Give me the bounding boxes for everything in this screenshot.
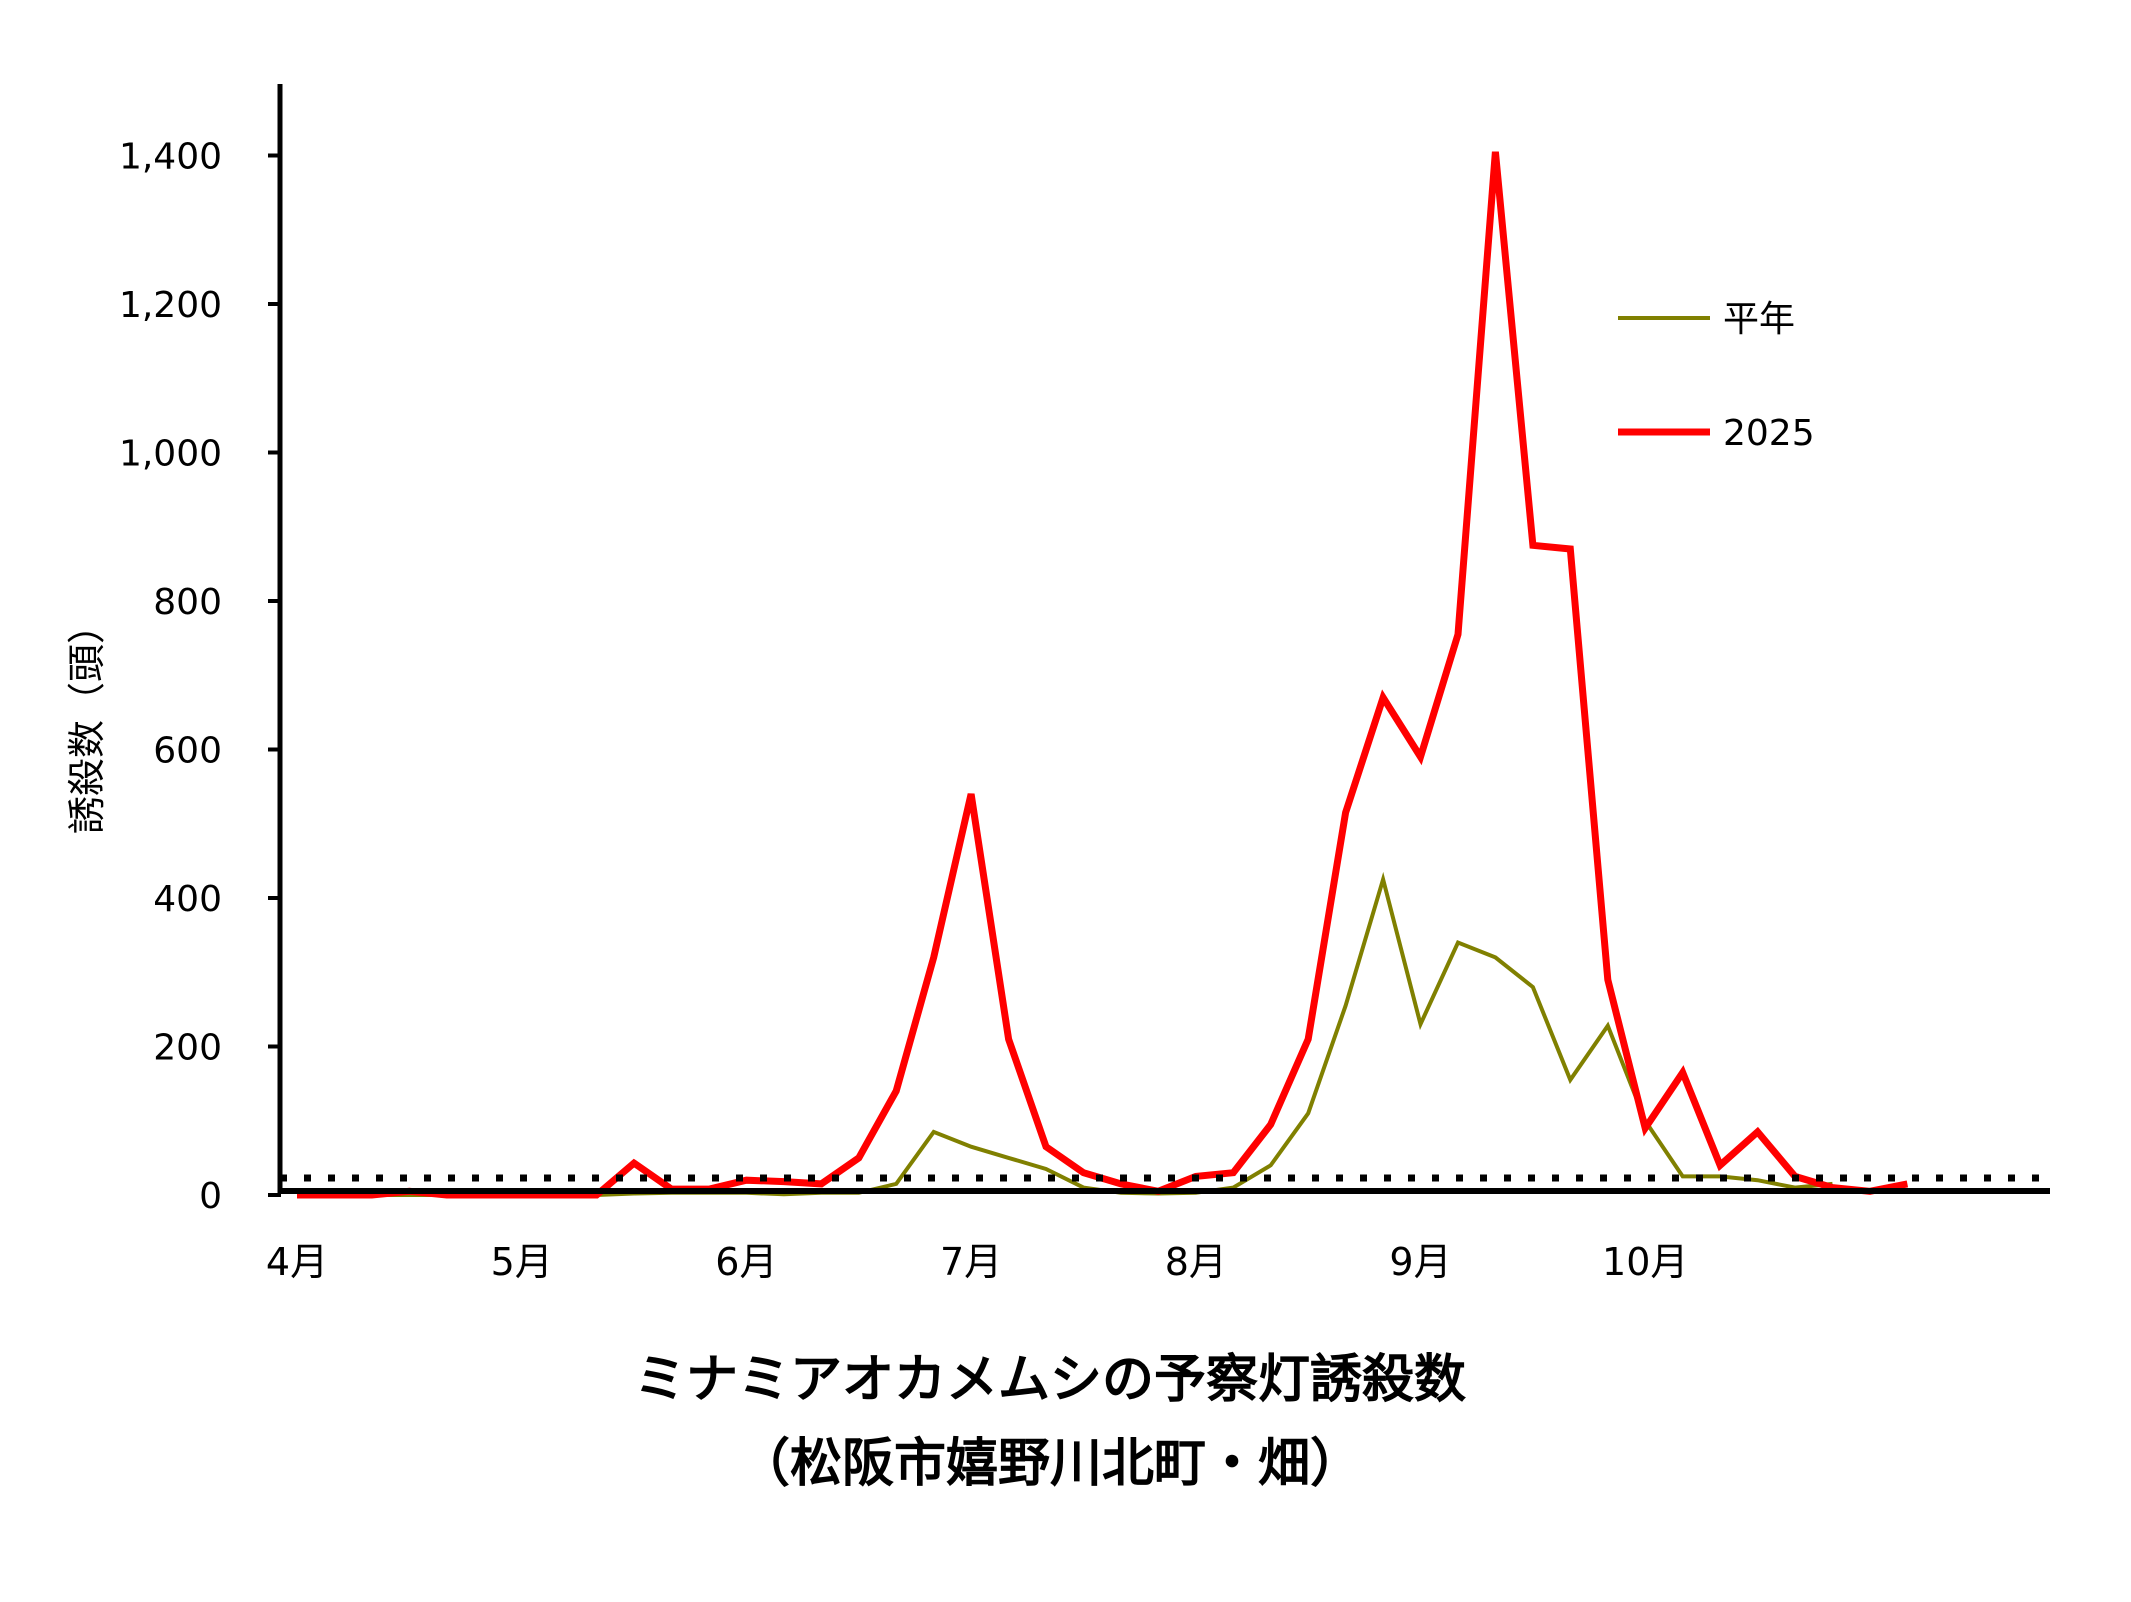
x-month-label: 10月 <box>1602 1240 1688 1284</box>
x-month-label: 9月 <box>1389 1240 1451 1284</box>
x-month-label: 4月 <box>266 1240 328 1284</box>
series-line-2025 <box>297 151 1909 1199</box>
y-axis-label: 誘殺数（頭） <box>65 606 109 834</box>
y-tick-label: 800 <box>153 582 222 623</box>
x-labels: 4月 5月 6月 7月 8月 9月 10月 <box>266 1240 1688 1284</box>
x-month-label: 6月 <box>715 1240 777 1284</box>
chart-subtitle: （松阪市嬉野川北町・畑） <box>738 1434 1362 1494</box>
x-month-label: 8月 <box>1165 1240 1227 1284</box>
y-tick-label: 400 <box>153 879 222 920</box>
legend-label-normal: 平年 <box>1723 299 1795 340</box>
y-ticks: 0 200 400 600 800 1,000 1,200 1,400 <box>119 137 281 1217</box>
y-tick-label: 200 <box>153 1028 222 1069</box>
x-month-label: 5月 <box>491 1240 553 1284</box>
legend: 平年 2025 <box>1618 299 1815 454</box>
y-tick-label: 0 <box>199 1176 222 1217</box>
y-tick-label: 600 <box>153 731 222 772</box>
x-month-label: 7月 <box>940 1240 1002 1284</box>
y-tick-label: 1,200 <box>119 285 222 326</box>
legend-label-2025: 2025 <box>1723 413 1815 454</box>
y-tick-label: 1,400 <box>119 137 222 178</box>
chart-title: ミナミアオカメムシの予察灯誘殺数 <box>634 1350 1466 1410</box>
y-tick-label: 1,000 <box>119 434 222 475</box>
plot-lines <box>297 151 1909 1199</box>
